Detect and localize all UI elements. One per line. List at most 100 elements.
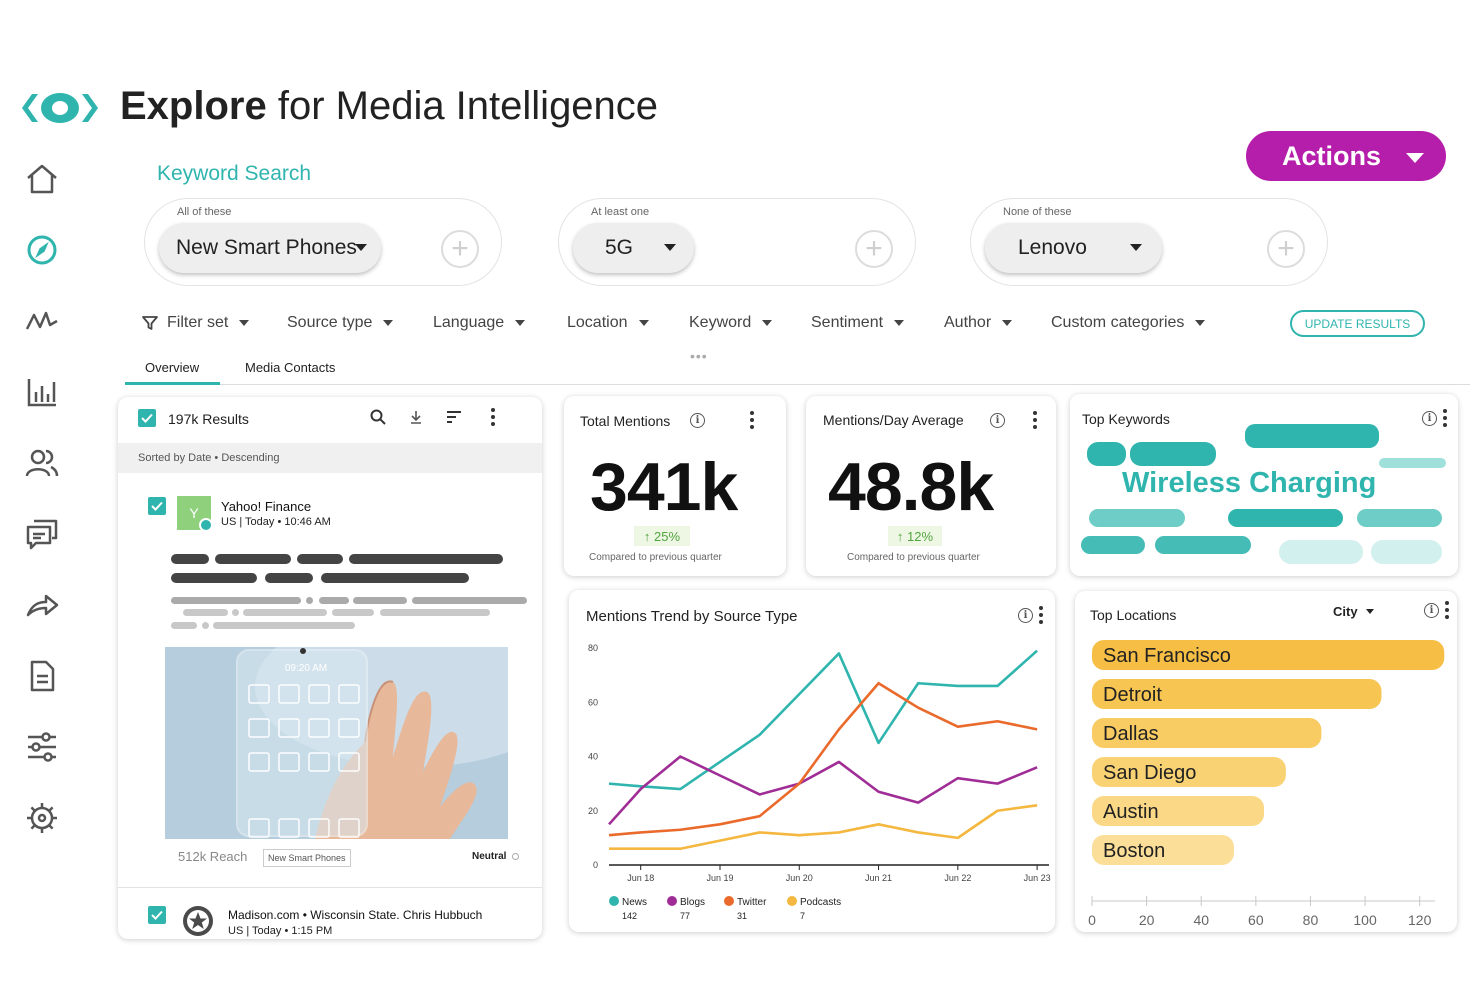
card-menu-kebab-icon[interactable]: [749, 411, 755, 429]
location-label: San Francisco: [1103, 645, 1231, 667]
document-icon: [30, 660, 55, 692]
more-horizontal-icon[interactable]: •••: [690, 348, 708, 364]
active-tab-indicator: [125, 382, 220, 385]
sidebar-item-analytics[interactable]: [18, 368, 66, 416]
y-tick-label: 80: [588, 643, 598, 653]
x-tick-label: Jun 19: [706, 873, 733, 883]
sidebar-item-share[interactable]: [18, 581, 66, 629]
keyword-group-label: All of these: [177, 206, 232, 218]
headline-placeholder: [215, 554, 291, 564]
y-tick-label: 20: [588, 806, 598, 816]
y-tick-label: 60: [588, 697, 598, 707]
snippet-placeholder: [213, 622, 355, 629]
info-icon[interactable]: i: [990, 413, 1005, 428]
legend-count: 142: [622, 911, 637, 921]
legend-label: Blogs: [680, 897, 705, 908]
info-icon[interactable]: i: [1424, 603, 1439, 618]
checkmark-icon: [151, 501, 163, 511]
card-menu-kebab-icon[interactable]: [1442, 409, 1448, 427]
keyword-chip-dropdown[interactable]: New Smart Phones: [159, 223, 381, 273]
neutral-sentiment-icon: [512, 853, 519, 860]
share-icon: [26, 594, 59, 617]
result-meta: US | Today • 1:15 PM: [228, 925, 333, 937]
add-keyword-button[interactable]: +: [1267, 230, 1305, 268]
location-label: Boston: [1103, 840, 1165, 862]
location-label: Austin: [1103, 801, 1159, 823]
search-icon[interactable]: [370, 409, 386, 425]
tab-media-contacts[interactable]: Media Contacts: [245, 360, 336, 375]
card-title: Mentions Trend by Source Type: [586, 608, 798, 625]
download-icon[interactable]: [409, 409, 423, 425]
article-image[interactable]: 09:20 AM: [165, 647, 508, 839]
result-source[interactable]: Yahoo! Finance: [221, 499, 312, 514]
trend-line-chart: 0 20 40 60 80 Jun 18 Jun 19 Jun 20 Jun 21 Jun 22 J…: [588, 643, 1051, 921]
snippet-placeholder: [319, 597, 349, 604]
headline-placeholder: [171, 573, 257, 583]
snippet-placeholder: [380, 609, 490, 616]
sidebar-item-engage[interactable]: [18, 510, 66, 558]
card-menu-kebab-icon[interactable]: [1038, 606, 1044, 624]
location-granularity-dropdown[interactable]: City: [1333, 604, 1374, 619]
legend-swatch: [609, 896, 619, 906]
bar-chart-icon: [27, 379, 56, 407]
sidebar-item-home[interactable]: [18, 155, 66, 203]
keyword-chip-dropdown[interactable]: Lenovo: [985, 223, 1162, 273]
location-bar: [1092, 718, 1322, 748]
sidebar-item-trends[interactable]: [18, 297, 66, 345]
language-dropdown[interactable]: Language: [433, 314, 526, 332]
location-bar: [1092, 835, 1234, 865]
keyword-bar: [1379, 458, 1446, 468]
series-line-blogs: [608, 755, 1038, 826]
add-keyword-button[interactable]: +: [441, 230, 479, 268]
source-type-dropdown[interactable]: Source type: [287, 314, 394, 332]
sentiment-dropdown[interactable]: Sentiment: [811, 314, 905, 332]
info-icon[interactable]: i: [690, 413, 705, 428]
add-keyword-button[interactable]: +: [855, 230, 893, 268]
info-icon[interactable]: i: [1018, 608, 1033, 623]
legend-item-podcasts: Podcasts 7: [787, 896, 841, 921]
phone-clock: 09:20 AM: [285, 663, 327, 674]
keyword-bar: [1130, 442, 1216, 466]
snippet-placeholder: [171, 597, 301, 604]
sort-icon[interactable]: [446, 410, 462, 424]
news-badge-icon: [199, 518, 213, 532]
legend-swatch: [667, 896, 677, 906]
people-icon: [25, 449, 59, 477]
x-tick-label: Jun 21: [865, 873, 892, 883]
keyword-bar: [1155, 536, 1251, 554]
result-item-checkbox[interactable]: [148, 906, 166, 924]
update-results-button[interactable]: UPDATE RESULTS: [1290, 310, 1425, 337]
keyword-group-none: None of these Lenovo +: [970, 198, 1328, 286]
chevron-down-icon: [894, 320, 905, 326]
chevron-down-icon: [239, 320, 250, 326]
select-all-checkbox[interactable]: [138, 409, 156, 427]
sidebar-item-reports[interactable]: [18, 652, 66, 700]
result-reach: 512k Reach: [178, 849, 248, 864]
result-source[interactable]: Madison.com • Wisconsin State. Chris Hub…: [228, 908, 483, 922]
keyword-group-label: None of these: [1003, 206, 1072, 218]
chevron-down-icon: [1365, 609, 1374, 614]
custom-categories-dropdown[interactable]: Custom categories: [1051, 314, 1206, 332]
sliders-icon: [28, 732, 56, 762]
card-menu-kebab-icon[interactable]: [1444, 601, 1450, 619]
actions-button[interactable]: Actions: [1246, 131, 1446, 181]
tab-overview[interactable]: Overview: [145, 360, 200, 375]
location-dropdown[interactable]: Location: [567, 314, 649, 332]
results-card: 197k Results Sorted by Date • Descending…: [118, 397, 542, 939]
keyword-tag[interactable]: New Smart Phones: [263, 849, 351, 867]
author-dropdown[interactable]: Author: [944, 314, 1013, 332]
highlight-keyword[interactable]: Wireless Charging: [1122, 467, 1377, 499]
top-keywords-card: Top Keywords i Wireless Charging: [1070, 394, 1458, 576]
sort-status: Sorted by Date • Descending: [118, 443, 542, 473]
keyword-dropdown[interactable]: Keyword: [689, 314, 773, 332]
sidebar-item-explore[interactable]: [18, 226, 66, 274]
filter-set-dropdown[interactable]: Filter set: [142, 314, 250, 332]
card-menu-kebab-icon[interactable]: [1032, 411, 1038, 429]
sidebar-item-contacts[interactable]: [18, 439, 66, 487]
sidebar-item-filters[interactable]: [18, 723, 66, 771]
keyword-chip-dropdown[interactable]: 5G: [573, 223, 694, 273]
result-item-checkbox[interactable]: [148, 497, 166, 515]
sidebar-item-settings[interactable]: [18, 794, 66, 842]
results-menu-kebab-icon[interactable]: [490, 408, 496, 426]
info-icon[interactable]: i: [1422, 411, 1437, 426]
